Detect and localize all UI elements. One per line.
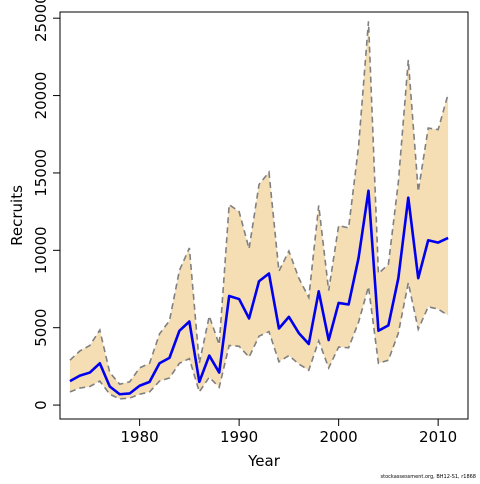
lower-bound-line — [69, 282, 449, 400]
y-tick-label: 20000 — [32, 72, 50, 120]
x-axis-title: Year — [247, 452, 281, 470]
x-tick-label: 1980 — [121, 428, 159, 446]
recruits-estimate-line — [69, 189, 449, 396]
y-axis-title: Recruits — [8, 185, 26, 246]
x-tick-label: 1990 — [220, 428, 258, 446]
y-tick-label: 25000 — [32, 0, 50, 42]
upper-bound-line — [69, 21, 449, 386]
y-tick-label: 15000 — [32, 149, 50, 197]
x-tick-label: 2010 — [419, 428, 457, 446]
footnote: stockassessment.org, BH12-S1, r1868 — [381, 474, 476, 480]
confidence-band — [69, 21, 449, 399]
x-tick-label: 2000 — [320, 428, 358, 446]
plot-frame — [59, 11, 469, 420]
y-tick-label: 0 — [32, 400, 50, 410]
y-tick-label: 5000 — [32, 309, 50, 347]
y-tick-label: 10000 — [32, 226, 50, 274]
